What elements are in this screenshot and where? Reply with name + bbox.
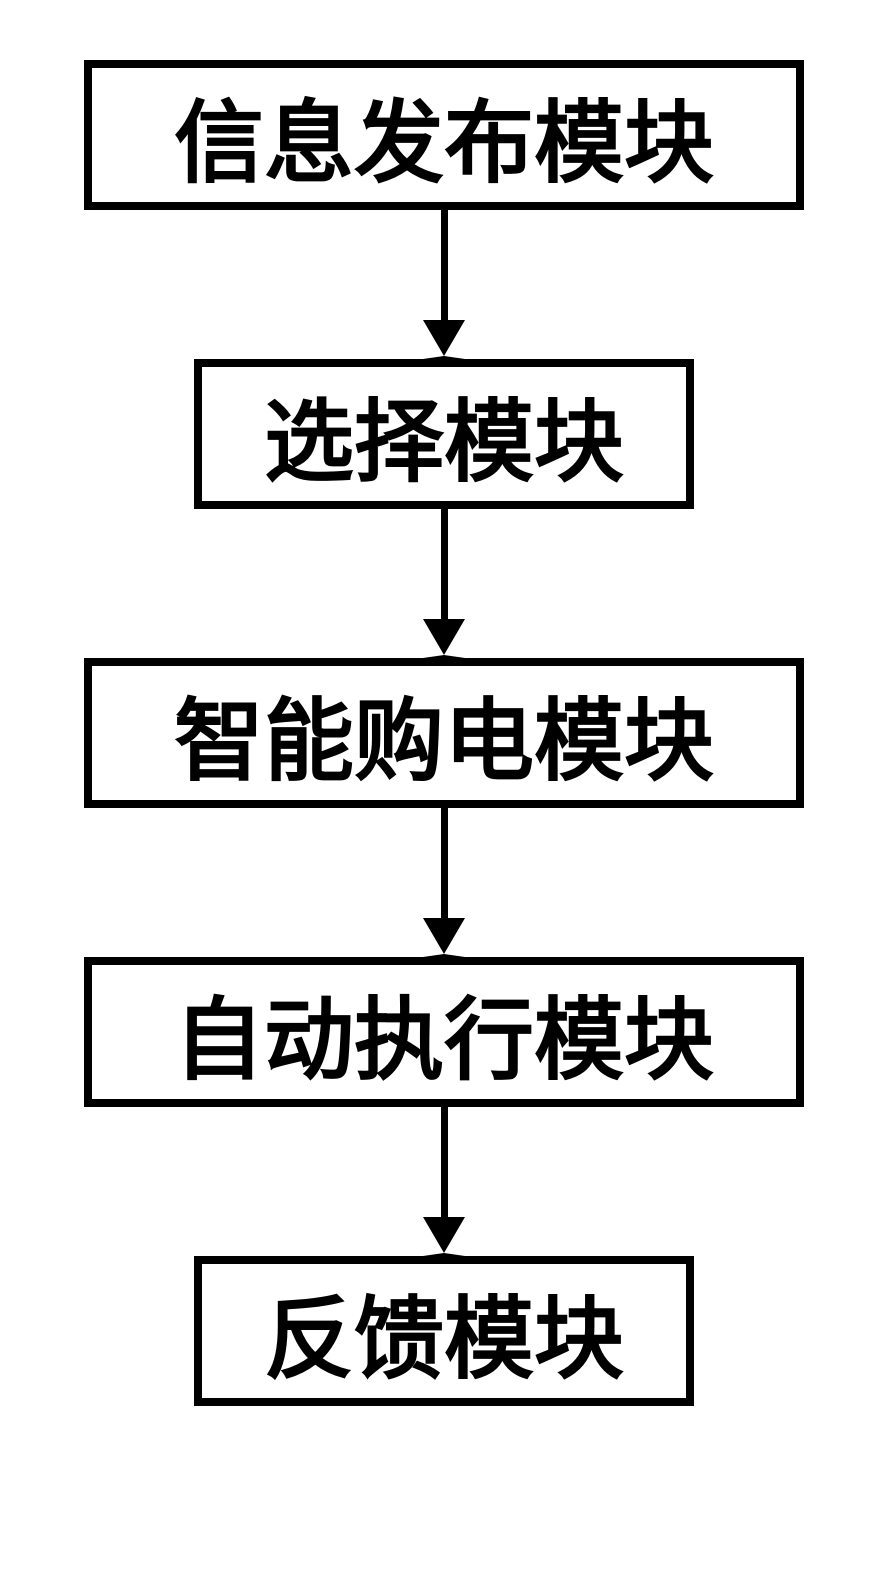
flowchart-node-5: 反馈模块 [194, 1256, 694, 1406]
arrow-head-icon [423, 619, 465, 658]
node-label: 反馈模块 [264, 1266, 624, 1396]
flowchart-node-1: 信息发布模块 [84, 60, 804, 210]
arrow-line [441, 509, 448, 619]
arrow-head-icon [423, 320, 465, 359]
node-label: 信息发布模块 [174, 70, 714, 200]
flowchart-node-2: 选择模块 [194, 359, 694, 509]
node-label: 自动执行模块 [174, 967, 714, 1097]
flowchart-arrow-2 [423, 509, 465, 658]
flowchart-arrow-3 [423, 808, 465, 957]
node-label: 选择模块 [264, 369, 624, 499]
arrow-line [441, 210, 448, 320]
flowchart-node-4: 自动执行模块 [84, 957, 804, 1107]
flowchart-node-3: 智能购电模块 [84, 658, 804, 808]
node-label: 智能购电模块 [174, 668, 714, 798]
arrow-line [441, 1107, 448, 1217]
flowchart-container: 信息发布模块 选择模块 智能购电模块 自动执行模块 反馈模块 [84, 60, 804, 1406]
arrow-line [441, 808, 448, 918]
arrow-head-icon [423, 1217, 465, 1256]
arrow-head-icon [423, 918, 465, 957]
flowchart-arrow-4 [423, 1107, 465, 1256]
flowchart-arrow-1 [423, 210, 465, 359]
